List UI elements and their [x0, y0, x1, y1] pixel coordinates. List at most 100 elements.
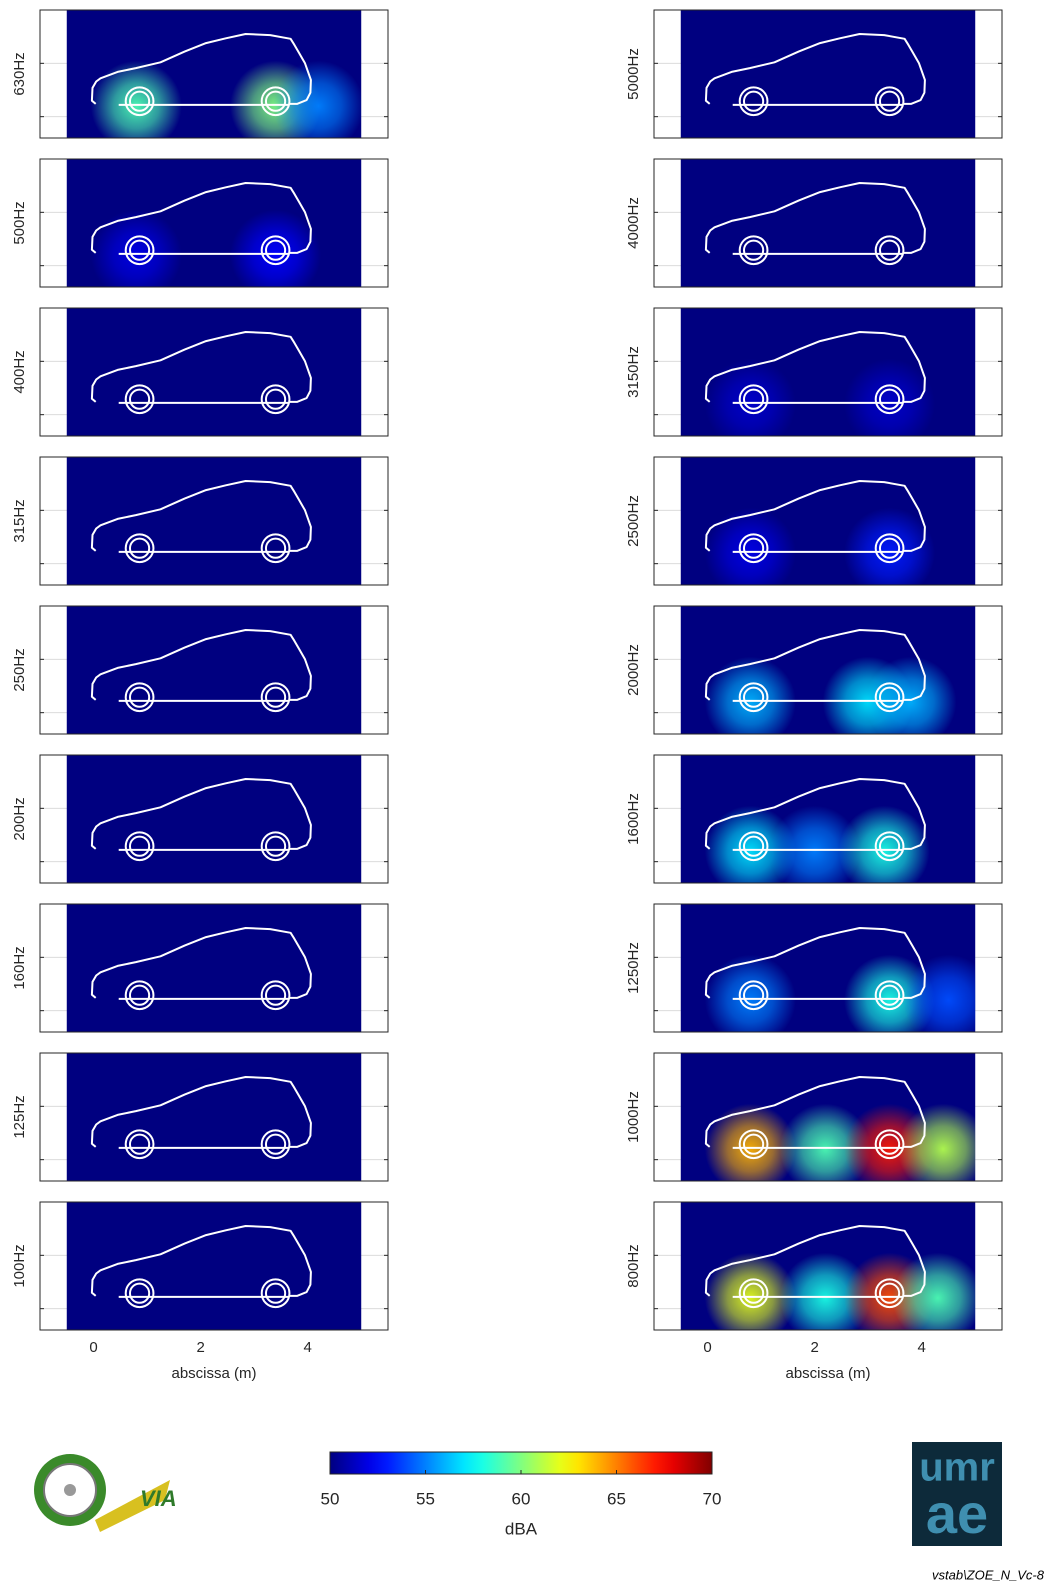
- car-wheel: [128, 1133, 151, 1155]
- heat-source: [769, 805, 861, 883]
- heatmap-sources: [90, 60, 362, 138]
- car-wheel: [742, 239, 765, 261]
- axes-box: [39, 903, 389, 1033]
- car-wheel: [264, 686, 287, 708]
- car-outline: [90, 1076, 312, 1148]
- heatmap-background: [66, 1053, 362, 1181]
- logo-box: [912, 1442, 1002, 1546]
- axes-box: [39, 307, 389, 437]
- car-wheel: [264, 835, 287, 857]
- heat-source: [272, 60, 362, 138]
- car-outline: [704, 1225, 926, 1297]
- y-label: 1000Hz: [625, 1091, 642, 1143]
- car-wheel: [124, 235, 155, 266]
- car-wheel: [874, 831, 905, 862]
- car-wheel: [878, 90, 901, 112]
- panel: 400Hz: [11, 307, 389, 437]
- heatmap-sources: [704, 1103, 976, 1181]
- car-wheel: [264, 388, 287, 410]
- panel: 160Hz: [11, 903, 389, 1033]
- y-label: 125Hz: [11, 1095, 28, 1138]
- axes-box: [653, 456, 1003, 586]
- panel: 0 2 4 100Hz abscissa (m): [11, 1201, 389, 1382]
- heatmap-sources: [704, 805, 930, 883]
- car-wheel: [124, 86, 155, 117]
- y-label: 200Hz: [11, 797, 28, 840]
- logo-road: [95, 1480, 170, 1532]
- car-wheel: [738, 831, 769, 862]
- car-outline: [704, 480, 926, 552]
- car-wheel: [742, 1133, 765, 1155]
- heat-source: [844, 358, 936, 436]
- heatmap-sources: [90, 209, 322, 287]
- car-wheel: [260, 86, 291, 117]
- car-wheel: [742, 388, 765, 410]
- car-wheel: [264, 1133, 287, 1155]
- y-label: 315Hz: [11, 499, 28, 542]
- y-label: 3150Hz: [625, 346, 642, 398]
- car-wheel: [878, 239, 901, 261]
- x-tick-label: 0: [89, 1339, 97, 1356]
- x-tick-label: 2: [810, 1339, 818, 1356]
- car-wheel: [738, 384, 769, 415]
- colorbar-tick-label: 60: [512, 1489, 531, 1508]
- footer: vstab\ZOE_N_Vc-8: [932, 1567, 1045, 1582]
- car-wheel: [260, 1278, 291, 1309]
- heat-source: [844, 507, 936, 585]
- heat-source: [704, 358, 796, 436]
- car-wheel: [874, 86, 905, 117]
- car-wheel: [878, 835, 901, 857]
- y-label: 5000Hz: [625, 48, 642, 100]
- car-wheel: [742, 984, 765, 1006]
- heatmap-sources: [704, 954, 976, 1032]
- colorbar-tick-label: 70: [703, 1489, 722, 1508]
- car-wheel: [874, 980, 905, 1011]
- car-wheel: [128, 984, 151, 1006]
- axes-box: [653, 158, 1003, 288]
- car-wheel: [260, 235, 291, 266]
- heat-source: [704, 507, 796, 585]
- car-outline: [704, 33, 926, 105]
- panel: 3150Hz: [625, 307, 1003, 437]
- car-wheel: [738, 533, 769, 564]
- axes-box: [653, 605, 1003, 735]
- car-wheel: [260, 384, 291, 415]
- heatmap-background: [66, 904, 362, 1032]
- car-wheel: [738, 980, 769, 1011]
- axes-box: [653, 9, 1003, 139]
- y-label: 1600Hz: [625, 793, 642, 845]
- panel: 4000Hz: [625, 158, 1003, 288]
- heatmap-background: [680, 10, 976, 138]
- panel: 315Hz: [11, 456, 389, 586]
- heatmap-background: [66, 308, 362, 436]
- panel: 630Hz: [11, 9, 389, 139]
- car-wheel: [878, 1133, 901, 1155]
- panel: 1250Hz: [625, 903, 1003, 1033]
- axes-box: [653, 754, 1003, 884]
- heat-source: [704, 1252, 796, 1330]
- car-outline: [704, 331, 926, 403]
- x-label: abscissa (m): [785, 1365, 870, 1382]
- heat-source: [892, 1252, 976, 1330]
- x-label: abscissa (m): [171, 1365, 256, 1382]
- car-wheel: [260, 831, 291, 862]
- car-outline: [704, 629, 926, 701]
- car-wheel: [128, 686, 151, 708]
- heatmap-sources: [704, 656, 957, 734]
- panel: 2500Hz: [625, 456, 1003, 586]
- axes-box: [39, 1052, 389, 1182]
- car-wheel: [260, 980, 291, 1011]
- car-wheel: [878, 537, 901, 559]
- axes-box: [39, 158, 389, 288]
- car-outline: [90, 182, 312, 254]
- car-wheel: [264, 90, 287, 112]
- logo-right: umr ae: [912, 1442, 1002, 1546]
- car-wheel: [128, 388, 151, 410]
- panel: 200Hz: [11, 754, 389, 884]
- colorbar-tick-label: 65: [607, 1489, 626, 1508]
- y-label: 630Hz: [11, 52, 28, 95]
- car-wheel: [742, 835, 765, 857]
- car-wheel: [124, 1278, 155, 1309]
- car-wheel: [878, 984, 901, 1006]
